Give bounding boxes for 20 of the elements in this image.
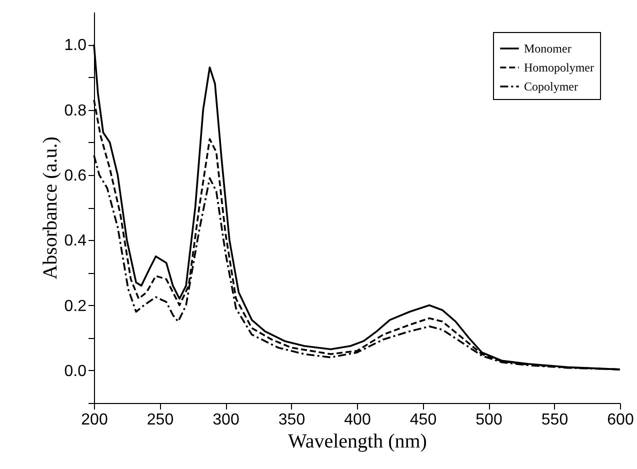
legend-label: Monomer — [524, 42, 572, 56]
x-tick-label: 250 — [146, 412, 174, 428]
x-tick-label: 500 — [476, 412, 502, 428]
legend-label: Copolymer — [524, 80, 578, 94]
y-axis-title: Absorbance (a.u.) — [39, 136, 62, 280]
y-tick-label: 0.8 — [64, 102, 87, 120]
x-tick-label: 600 — [607, 412, 634, 428]
x-axis-title: Wavelength (nm) — [288, 430, 427, 452]
x-tick-label: 200 — [81, 412, 108, 428]
x-tick-label: 400 — [344, 412, 371, 428]
x-tick-label: 300 — [212, 412, 240, 428]
y-tick-label: 0.6 — [64, 167, 87, 184]
x-tick-label: 450 — [410, 412, 437, 428]
y-tick-label: 1.0 — [64, 37, 87, 54]
y-tick-label: 0.2 — [64, 298, 87, 315]
x-tick-label: 350 — [278, 412, 306, 428]
y-tick-label: 0.0 — [64, 362, 87, 380]
legend-label: Homopolymer — [524, 60, 594, 74]
y-tick-label: 0.4 — [64, 232, 87, 250]
x-tick-label: 550 — [541, 412, 568, 428]
